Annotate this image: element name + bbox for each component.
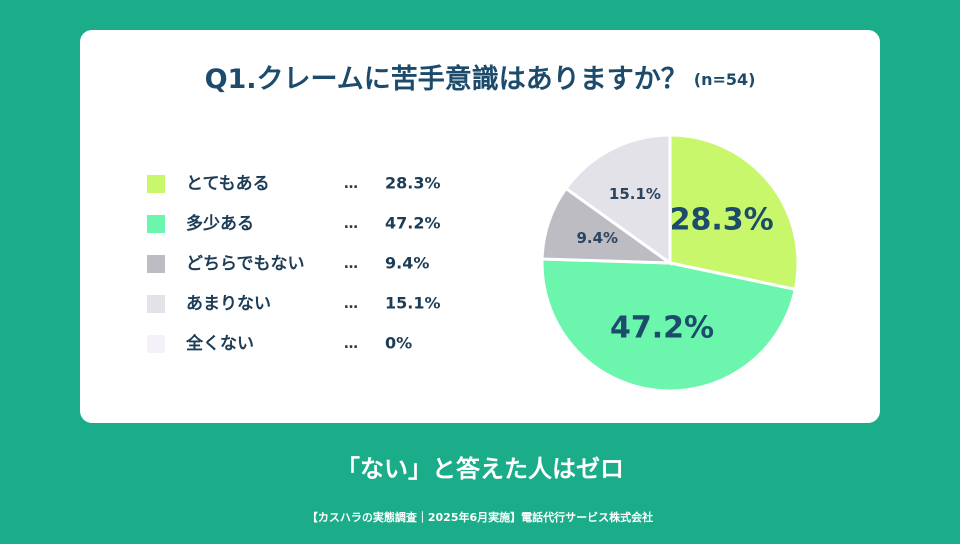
slice-label: 28.3% — [670, 203, 774, 238]
headline: 「ない」と答えた人はゼロ — [336, 455, 624, 483]
legend-swatch — [147, 335, 165, 353]
pie-slice — [563, 133, 672, 266]
legend-label: とてもある — [186, 174, 270, 194]
legend-separator: … — [344, 176, 358, 192]
legend-swatch — [147, 255, 165, 273]
legend-separator: … — [344, 216, 358, 232]
slice-label: 47.2% — [610, 311, 714, 346]
legend-separator: … — [344, 296, 358, 312]
legend-label: 全くない — [185, 333, 254, 354]
sample-size: (n=54) — [694, 70, 756, 89]
legend-value: 0% — [385, 334, 412, 353]
legend-separator: … — [344, 256, 358, 272]
pie-slice — [540, 257, 798, 393]
legend-label: どちらでもない — [186, 254, 305, 274]
chart-title: Q1.クレームに苦手意識はありますか？ (n=54) — [205, 63, 756, 95]
legend-value: 15.1% — [385, 294, 441, 313]
title: Q1.クレームに苦手意識はありますか？ — [205, 63, 688, 95]
legend-value: 28.3% — [385, 174, 441, 193]
pie-slice — [668, 133, 800, 292]
legend-swatch — [147, 215, 165, 233]
legend-value: 47.2% — [385, 214, 441, 233]
legend-swatch — [147, 295, 165, 313]
legend-value: 9.4% — [385, 254, 429, 273]
legend-label: 多少ある — [186, 213, 254, 234]
source: 【カスハラの実態調査｜2025年6月実施】電話代行サービス株式会社 — [307, 510, 653, 524]
legend-swatch — [147, 175, 165, 193]
legend-label: あまりない — [186, 294, 271, 314]
legend-separator: … — [344, 336, 358, 352]
slice-label: 15.1% — [609, 185, 661, 203]
slice-label: 9.4% — [576, 229, 618, 247]
